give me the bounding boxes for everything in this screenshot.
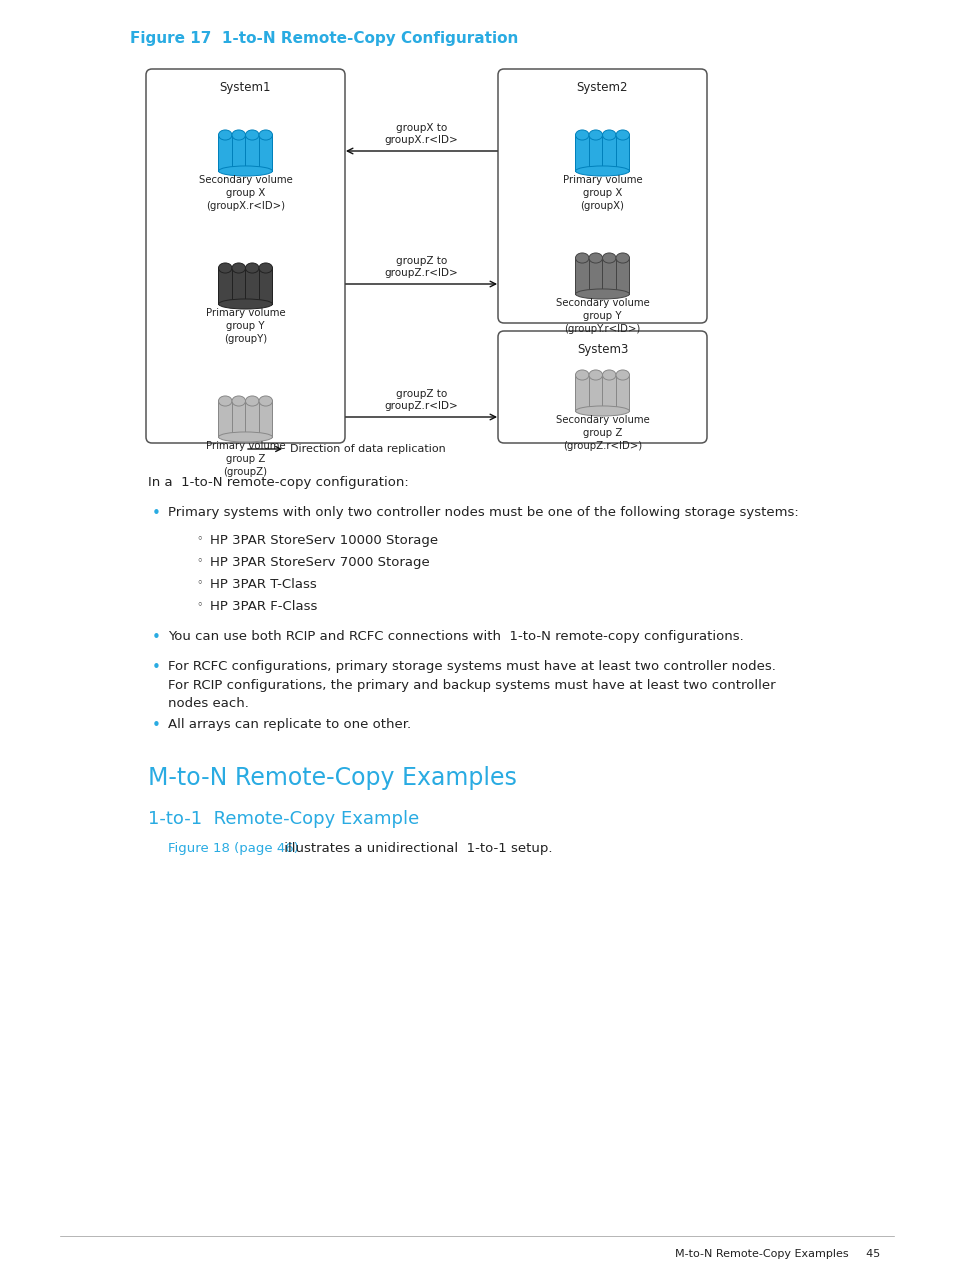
Polygon shape bbox=[616, 375, 629, 411]
Polygon shape bbox=[588, 258, 602, 294]
Ellipse shape bbox=[232, 263, 245, 273]
Text: Figure 18 (page 46): Figure 18 (page 46) bbox=[168, 841, 298, 855]
Text: Primary volume
group Y
(groupY): Primary volume group Y (groupY) bbox=[206, 308, 285, 343]
Text: groupZ to
groupZ.r<ID>: groupZ to groupZ.r<ID> bbox=[384, 389, 457, 411]
Polygon shape bbox=[575, 375, 588, 411]
Ellipse shape bbox=[616, 130, 629, 140]
Polygon shape bbox=[218, 268, 232, 304]
Text: ◦: ◦ bbox=[195, 534, 202, 544]
Ellipse shape bbox=[602, 253, 616, 263]
Text: illustrates a unidirectional  1-to-1 setup.: illustrates a unidirectional 1-to-1 setu… bbox=[280, 841, 552, 855]
Polygon shape bbox=[616, 258, 629, 294]
Text: For RCFC configurations, primary storage systems must have at least two controll: For RCFC configurations, primary storage… bbox=[168, 660, 775, 710]
Polygon shape bbox=[232, 400, 245, 437]
Ellipse shape bbox=[575, 289, 629, 299]
Polygon shape bbox=[588, 135, 602, 172]
Ellipse shape bbox=[258, 263, 273, 273]
Ellipse shape bbox=[245, 397, 258, 405]
Text: System3: System3 bbox=[577, 343, 627, 356]
Text: Secondary volume
group Z
(groupZ.r<ID>): Secondary volume group Z (groupZ.r<ID>) bbox=[555, 416, 649, 451]
Text: Direction of data replication: Direction of data replication bbox=[290, 444, 445, 454]
Polygon shape bbox=[602, 135, 616, 172]
Text: groupZ to
groupZ.r<ID>: groupZ to groupZ.r<ID> bbox=[384, 255, 457, 278]
Ellipse shape bbox=[575, 405, 629, 416]
Ellipse shape bbox=[616, 253, 629, 263]
Ellipse shape bbox=[232, 397, 245, 405]
Text: You can use both RCIP and RCFC connections with  1-to-N remote-copy configuratio: You can use both RCIP and RCFC connectio… bbox=[168, 630, 743, 643]
Text: Primary volume
group Z
(groupZ): Primary volume group Z (groupZ) bbox=[206, 441, 285, 477]
Ellipse shape bbox=[588, 370, 602, 380]
Polygon shape bbox=[602, 258, 616, 294]
Text: M-to-N Remote-Copy Examples     45: M-to-N Remote-Copy Examples 45 bbox=[674, 1249, 879, 1260]
Polygon shape bbox=[588, 375, 602, 411]
Polygon shape bbox=[258, 268, 273, 304]
Text: HP 3PAR StoreServ 10000 Storage: HP 3PAR StoreServ 10000 Storage bbox=[210, 534, 437, 547]
Text: HP 3PAR T-Class: HP 3PAR T-Class bbox=[210, 578, 316, 591]
Text: Secondary volume
group X
(groupX.r<ID>): Secondary volume group X (groupX.r<ID>) bbox=[198, 175, 292, 211]
Polygon shape bbox=[218, 135, 232, 172]
Text: Figure 17  1-to-N Remote-Copy Configuration: Figure 17 1-to-N Remote-Copy Configurati… bbox=[130, 31, 517, 46]
Ellipse shape bbox=[232, 130, 245, 140]
Text: System1: System1 bbox=[219, 81, 271, 94]
Ellipse shape bbox=[258, 397, 273, 405]
Ellipse shape bbox=[602, 130, 616, 140]
Polygon shape bbox=[232, 135, 245, 172]
Polygon shape bbox=[232, 268, 245, 304]
Ellipse shape bbox=[245, 263, 258, 273]
Polygon shape bbox=[575, 135, 588, 172]
Ellipse shape bbox=[218, 130, 232, 140]
Text: 1-to-1  Remote-Copy Example: 1-to-1 Remote-Copy Example bbox=[148, 810, 418, 827]
Polygon shape bbox=[245, 135, 258, 172]
Ellipse shape bbox=[588, 253, 602, 263]
Ellipse shape bbox=[218, 397, 232, 405]
Text: ◦: ◦ bbox=[195, 600, 202, 610]
Polygon shape bbox=[218, 400, 232, 437]
Polygon shape bbox=[245, 268, 258, 304]
Text: Primary volume
group X
(groupX): Primary volume group X (groupX) bbox=[562, 175, 641, 211]
Polygon shape bbox=[258, 135, 273, 172]
Ellipse shape bbox=[575, 253, 588, 263]
Text: System2: System2 bbox=[577, 81, 628, 94]
Text: groupX to
groupX.r<ID>: groupX to groupX.r<ID> bbox=[384, 122, 457, 145]
Ellipse shape bbox=[616, 370, 629, 380]
Ellipse shape bbox=[575, 130, 588, 140]
FancyBboxPatch shape bbox=[497, 330, 706, 444]
Text: ◦: ◦ bbox=[195, 578, 202, 588]
Polygon shape bbox=[258, 400, 273, 437]
Text: HP 3PAR F-Class: HP 3PAR F-Class bbox=[210, 600, 317, 613]
Ellipse shape bbox=[218, 432, 273, 442]
Text: Secondary volume
group Y
(groupY.r<ID>): Secondary volume group Y (groupY.r<ID>) bbox=[555, 297, 649, 333]
Ellipse shape bbox=[575, 370, 588, 380]
Ellipse shape bbox=[218, 167, 273, 177]
Ellipse shape bbox=[218, 299, 273, 309]
Text: HP 3PAR StoreServ 7000 Storage: HP 3PAR StoreServ 7000 Storage bbox=[210, 555, 429, 569]
FancyBboxPatch shape bbox=[146, 69, 345, 444]
Text: In a  1-to-N remote-copy configuration:: In a 1-to-N remote-copy configuration: bbox=[148, 477, 408, 489]
Ellipse shape bbox=[602, 370, 616, 380]
Text: •: • bbox=[152, 506, 161, 521]
Text: Primary systems with only two controller nodes must be one of the following stor: Primary systems with only two controller… bbox=[168, 506, 798, 519]
Text: •: • bbox=[152, 660, 161, 675]
Polygon shape bbox=[602, 375, 616, 411]
Polygon shape bbox=[245, 400, 258, 437]
Text: M-to-N Remote-Copy Examples: M-to-N Remote-Copy Examples bbox=[148, 766, 517, 791]
FancyBboxPatch shape bbox=[497, 69, 706, 323]
Ellipse shape bbox=[258, 130, 273, 140]
Polygon shape bbox=[616, 135, 629, 172]
Ellipse shape bbox=[218, 263, 232, 273]
Ellipse shape bbox=[575, 167, 629, 177]
Ellipse shape bbox=[588, 130, 602, 140]
Text: All arrays can replicate to one other.: All arrays can replicate to one other. bbox=[168, 718, 411, 731]
Polygon shape bbox=[575, 258, 588, 294]
Text: •: • bbox=[152, 630, 161, 644]
Ellipse shape bbox=[245, 130, 258, 140]
Text: ◦: ◦ bbox=[195, 555, 202, 566]
Text: •: • bbox=[152, 718, 161, 733]
